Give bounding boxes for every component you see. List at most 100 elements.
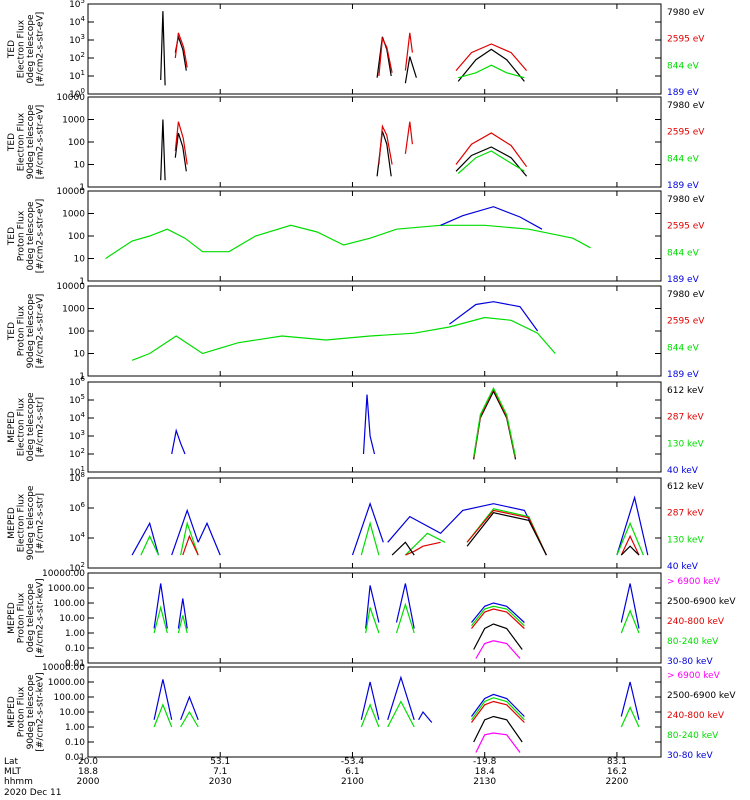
y-axis-label: [#/cm2-s-str-eV] bbox=[36, 294, 46, 369]
series-line-blue bbox=[440, 206, 543, 230]
legend-entry: 2595 eV bbox=[667, 222, 705, 232]
y-tick-label: 101 bbox=[69, 69, 85, 82]
series-line-red bbox=[455, 43, 528, 71]
series-line-blue bbox=[351, 501, 384, 556]
series-line-red bbox=[378, 124, 393, 165]
y-tick-label: 1 bbox=[79, 183, 85, 193]
footer-mlt: 18.4 bbox=[475, 767, 495, 777]
y-axis-label: Proton Flux bbox=[17, 305, 27, 356]
legend-entry: 80-240 keV bbox=[667, 637, 719, 647]
series-group bbox=[153, 583, 640, 659]
series-line-black bbox=[473, 715, 523, 743]
legend-entry: 30-80 keV bbox=[667, 751, 713, 761]
footer-mlt: 18.8 bbox=[78, 767, 98, 777]
series-group bbox=[171, 386, 517, 460]
y-axis-label: Electron Flux bbox=[17, 19, 27, 78]
legend-entry: 7980 eV bbox=[667, 101, 705, 111]
y-tick-label: 100.00 bbox=[54, 599, 86, 609]
series-line-green bbox=[620, 609, 640, 634]
legend-entry: 130 keV bbox=[667, 439, 704, 449]
y-tick-label: 10 bbox=[74, 161, 86, 171]
footer-lat: -53.4 bbox=[341, 757, 365, 767]
y-tick-label: 100 bbox=[69, 87, 85, 100]
y-axis-label: 0deg telescope bbox=[26, 201, 36, 271]
y-tick-label: 10000.00 bbox=[42, 569, 85, 579]
footer-hhmm: 2030 bbox=[209, 777, 232, 787]
panel-8: 0.01 0.10 1.00 10.00 100.00 1000.00 10000.00 ME… bbox=[7, 663, 736, 763]
footer-mlt: 16.2 bbox=[607, 767, 627, 777]
y-axis-label: 90deg telescope bbox=[26, 104, 36, 179]
panel-frame bbox=[87, 285, 662, 377]
series-line-green bbox=[473, 386, 517, 457]
y-tick-label: 1.00 bbox=[65, 629, 85, 639]
series-line-green bbox=[457, 150, 525, 174]
y-tick-label: 100 bbox=[68, 232, 85, 242]
legend-entry: > 6900 keV bbox=[667, 577, 721, 587]
y-tick-label: 102 bbox=[69, 447, 85, 460]
panel-frame bbox=[87, 666, 662, 758]
series-line-red bbox=[174, 32, 188, 68]
legend-entry: 130 keV bbox=[667, 535, 704, 545]
footer-row-label: MLT bbox=[4, 767, 22, 777]
series-line-magenta bbox=[475, 732, 521, 753]
series-line-blue bbox=[131, 521, 160, 556]
series-line-black bbox=[391, 541, 415, 556]
series-line-blue bbox=[365, 585, 380, 629]
panel-frame bbox=[87, 381, 662, 473]
series-line-blue bbox=[153, 679, 173, 720]
series-line-red bbox=[378, 36, 393, 77]
series-line-black bbox=[455, 146, 528, 177]
y-tick-label: 103 bbox=[69, 33, 85, 46]
series-line-green bbox=[180, 521, 199, 556]
legend-entry: 287 keV bbox=[667, 509, 704, 519]
y-axis-label: Proton Flux bbox=[17, 592, 27, 643]
legend-entry: 612 keV bbox=[667, 482, 704, 492]
legend-entry: 7980 eV bbox=[667, 290, 705, 300]
y-tick-label: 106 bbox=[69, 375, 85, 388]
y-axis-label: MEPED bbox=[7, 602, 17, 634]
series-line-green bbox=[360, 521, 380, 556]
series-line-blue bbox=[471, 693, 525, 717]
y-tick-label: 10000.00 bbox=[42, 663, 85, 673]
legend-entry: 2500-6900 keV bbox=[667, 597, 736, 607]
footer-mlt: 6.1 bbox=[345, 767, 359, 777]
series-line-magenta bbox=[475, 640, 521, 659]
y-axis-label: MEPED bbox=[7, 411, 17, 443]
legend-entry: 2595 eV bbox=[667, 35, 705, 45]
series-line-blue bbox=[616, 495, 649, 556]
panel-3: 1 10 100 1000 10000 TED Proton Flux 0deg telesc… bbox=[7, 187, 705, 287]
series-line-green bbox=[360, 703, 380, 728]
legend-entry: 189 eV bbox=[667, 181, 700, 191]
y-tick-label: 1000 bbox=[62, 210, 85, 220]
y-tick-label: 10 bbox=[74, 255, 86, 265]
y-tick-label: 10000 bbox=[56, 93, 85, 103]
y-axis-label: TED bbox=[7, 133, 17, 152]
y-tick-label: 102 bbox=[69, 51, 85, 64]
series-line-blue bbox=[171, 508, 199, 556]
series-line-red bbox=[182, 534, 199, 556]
series-line-blue bbox=[418, 710, 433, 723]
legend-entry: 240-800 keV bbox=[667, 617, 725, 627]
series-group bbox=[160, 11, 528, 86]
y-axis-label: 0deg telescope bbox=[26, 583, 36, 653]
panel-6: 102 104 106 108 MEPED Electron Flux 90deg tele… bbox=[7, 471, 704, 574]
y-tick-label: 104 bbox=[69, 531, 85, 544]
series-line-black bbox=[473, 623, 523, 650]
series-line-green bbox=[105, 224, 591, 260]
panel-frame bbox=[87, 190, 662, 282]
legend-entry: 2595 eV bbox=[667, 317, 705, 327]
footer-hhmm: 2000 bbox=[77, 777, 100, 787]
series-line-green bbox=[620, 706, 640, 728]
series-line-green bbox=[131, 316, 556, 361]
legend-entry: 189 eV bbox=[667, 370, 700, 380]
series-line-red bbox=[455, 132, 528, 168]
panel-1: 100 101 102 103 104 105 TED Electron Flux 0deg t… bbox=[7, 0, 705, 100]
series-line-green bbox=[180, 710, 199, 728]
series-line-black bbox=[466, 512, 547, 556]
y-tick-label: 102 bbox=[69, 561, 85, 574]
legend-entry: 844 eV bbox=[667, 248, 700, 258]
legend-entry: 40 keV bbox=[667, 562, 699, 572]
series-line-blue bbox=[449, 301, 539, 332]
y-axis-label: Electron Flux bbox=[17, 493, 27, 552]
